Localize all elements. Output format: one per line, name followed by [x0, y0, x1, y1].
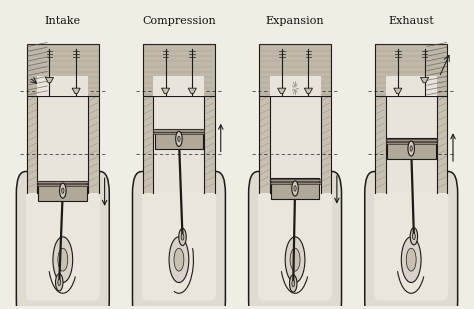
Bar	[143, 96, 154, 193]
FancyBboxPatch shape	[248, 171, 341, 309]
Circle shape	[290, 248, 300, 271]
Circle shape	[174, 248, 184, 271]
Bar	[386, 76, 437, 96]
Circle shape	[178, 136, 180, 142]
Circle shape	[58, 248, 68, 271]
Circle shape	[410, 146, 412, 151]
Circle shape	[169, 237, 189, 282]
Polygon shape	[46, 77, 54, 83]
FancyBboxPatch shape	[142, 188, 216, 301]
Text: Compression: Compression	[142, 16, 216, 26]
Bar	[270, 179, 320, 181]
FancyBboxPatch shape	[26, 188, 100, 301]
Bar	[154, 129, 204, 132]
Bar	[204, 96, 215, 193]
Bar	[437, 96, 447, 193]
FancyBboxPatch shape	[16, 171, 109, 309]
Bar	[37, 76, 88, 96]
Circle shape	[408, 141, 414, 156]
Bar	[154, 96, 204, 193]
Circle shape	[290, 275, 297, 292]
Bar	[38, 180, 87, 201]
Polygon shape	[72, 88, 80, 94]
FancyBboxPatch shape	[365, 171, 457, 309]
Bar	[270, 96, 320, 193]
Bar	[88, 96, 99, 193]
Circle shape	[285, 237, 305, 282]
Bar	[386, 142, 437, 144]
FancyBboxPatch shape	[258, 188, 332, 301]
Bar	[271, 178, 319, 198]
Circle shape	[292, 280, 295, 287]
Circle shape	[410, 228, 418, 245]
Polygon shape	[304, 88, 312, 94]
Polygon shape	[278, 88, 286, 94]
Bar	[27, 44, 99, 96]
Bar	[154, 132, 204, 134]
Bar	[27, 96, 37, 193]
Text: Expansion: Expansion	[266, 16, 324, 26]
Circle shape	[181, 234, 184, 240]
Circle shape	[294, 186, 296, 191]
Bar	[375, 44, 447, 96]
Bar	[386, 139, 437, 141]
Polygon shape	[162, 88, 170, 94]
Bar	[270, 182, 320, 184]
Circle shape	[53, 237, 73, 282]
Text: Intake: Intake	[45, 16, 81, 26]
Circle shape	[60, 183, 66, 198]
Bar	[37, 96, 88, 193]
Bar	[143, 44, 215, 96]
Bar	[320, 96, 331, 193]
Circle shape	[62, 188, 64, 193]
Bar	[387, 138, 436, 159]
Circle shape	[406, 248, 416, 271]
Bar	[37, 181, 88, 183]
Circle shape	[292, 181, 298, 196]
Bar	[155, 129, 203, 149]
Polygon shape	[420, 77, 428, 83]
Circle shape	[412, 233, 415, 239]
Polygon shape	[188, 88, 196, 94]
Bar	[259, 96, 270, 193]
Bar	[259, 44, 331, 96]
Text: Exhaust: Exhaust	[388, 16, 434, 26]
Polygon shape	[394, 88, 402, 94]
Bar	[270, 76, 320, 96]
Circle shape	[58, 279, 61, 286]
FancyBboxPatch shape	[374, 188, 448, 301]
Circle shape	[179, 228, 186, 246]
Circle shape	[55, 274, 63, 291]
Bar	[37, 184, 88, 186]
Circle shape	[176, 131, 182, 146]
Circle shape	[401, 237, 421, 282]
Bar	[375, 96, 386, 193]
Bar	[154, 76, 204, 96]
Bar	[386, 96, 437, 193]
FancyBboxPatch shape	[132, 171, 225, 309]
